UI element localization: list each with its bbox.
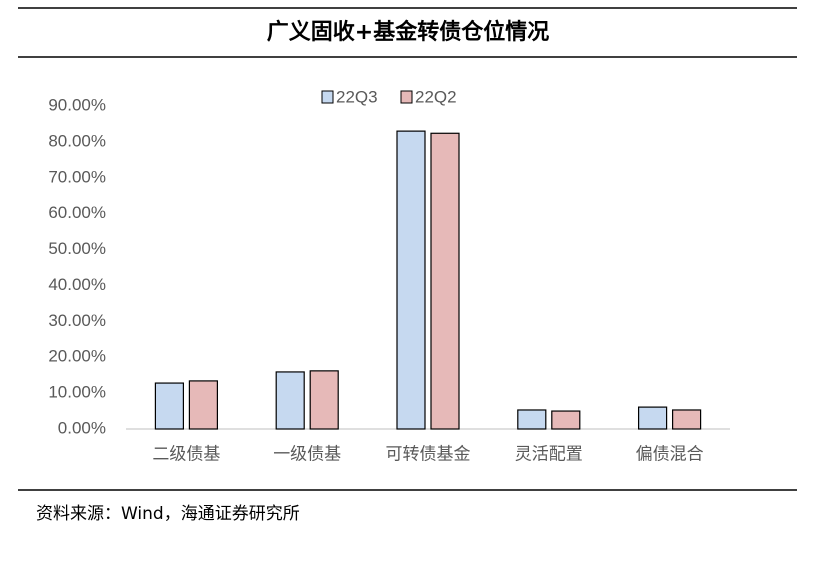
x-tick-label: 可转债基金 — [386, 445, 471, 465]
x-tick-label: 二级债基 — [152, 445, 220, 465]
bar — [551, 410, 581, 430]
legend-label: 22Q2 — [415, 87, 457, 106]
y-tick-label: 70.00% — [48, 167, 106, 186]
x-tick-label: 一级债基 — [273, 445, 341, 465]
bar — [396, 130, 426, 430]
bar — [188, 380, 218, 430]
bar — [637, 406, 668, 430]
y-tick-label: 30.00% — [48, 311, 106, 330]
bar — [430, 132, 460, 430]
y-tick-label: 60.00% — [48, 203, 106, 222]
x-tick-label: 偏债混合 — [636, 445, 704, 465]
bar — [275, 371, 305, 430]
y-tick-label: 90.00% — [48, 95, 106, 114]
y-tick-label: 10.00% — [48, 383, 106, 402]
y-tick-label: 0.00% — [58, 418, 106, 437]
source-note: 资料来源：Wind，海通证券研究所 — [36, 504, 300, 524]
y-tick-label: 80.00% — [48, 131, 106, 150]
y-tick-label: 50.00% — [48, 239, 106, 258]
legend-swatch — [400, 90, 413, 104]
chart-title: 广义固收+基金转债仓位情况 — [267, 19, 549, 45]
y-tick-label: 40.00% — [48, 275, 106, 294]
y-tick-label: 20.00% — [48, 347, 106, 366]
legend-swatch — [321, 90, 334, 104]
legend-label: 22Q3 — [336, 87, 378, 106]
bar — [671, 409, 702, 430]
bar — [309, 370, 339, 430]
bar — [154, 382, 184, 430]
x-tick-label: 灵活配置 — [515, 445, 583, 465]
bar — [517, 409, 547, 430]
